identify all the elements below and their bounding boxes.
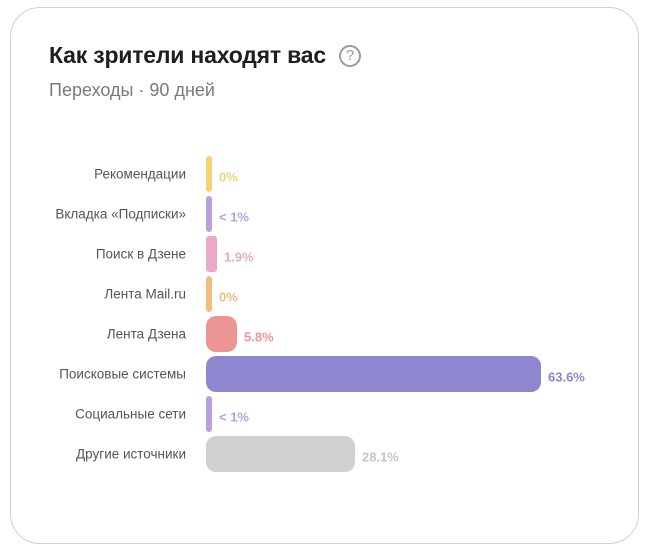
chart-row: Социальные сети < 1% — [0, 395, 648, 433]
row-bar[interactable] — [206, 316, 237, 352]
question-circle-icon[interactable]: ? — [338, 44, 361, 67]
row-bar[interactable] — [206, 236, 217, 272]
row-value: < 1% — [219, 209, 249, 225]
card-subtitle: Переходы · 90 дней — [49, 80, 215, 100]
card-title: Как зрители находят вас — [49, 42, 326, 68]
row-label: Лента Mail.ru — [104, 286, 186, 302]
chart-row: Рекомендации 0% — [0, 155, 648, 193]
row-value: < 1% — [219, 409, 249, 425]
row-value: 0% — [219, 169, 238, 185]
row-bar[interactable] — [206, 276, 212, 312]
row-bar[interactable] — [206, 196, 212, 232]
row-bar[interactable] — [206, 396, 212, 432]
chart-row: Вкладка «Подписки» < 1% — [0, 195, 648, 233]
row-label: Поиск в Дзене — [95, 246, 186, 262]
row-bar[interactable] — [206, 356, 541, 392]
row-label: Лента Дзена — [106, 326, 186, 342]
row-label: Вкладка «Подписки» — [55, 206, 186, 222]
row-value: 28.1% — [362, 449, 399, 465]
row-label: Социальные сети — [75, 406, 186, 422]
row-bar[interactable] — [206, 436, 355, 472]
chart-row: Лента Дзена 5.8% — [0, 315, 648, 353]
row-label: Другие источники — [76, 446, 186, 462]
chart-row: Поиск в Дзене 1.9% — [0, 235, 648, 273]
row-value: 1.9% — [224, 249, 254, 265]
row-value: 63.6% — [548, 369, 585, 385]
row-label: Поисковые системы — [59, 366, 186, 382]
row-label: Рекомендации — [94, 166, 186, 182]
chart-row: Лента Mail.ru 0% — [0, 275, 648, 313]
row-value: 0% — [219, 289, 238, 305]
card-header: Как зрители находят вас ? — [49, 42, 361, 69]
row-bar[interactable] — [206, 156, 212, 192]
chart-row: Поисковые системы 63.6% — [0, 355, 648, 393]
chart-row: Другие источники 28.1% — [0, 435, 648, 473]
row-value: 5.8% — [244, 329, 274, 345]
